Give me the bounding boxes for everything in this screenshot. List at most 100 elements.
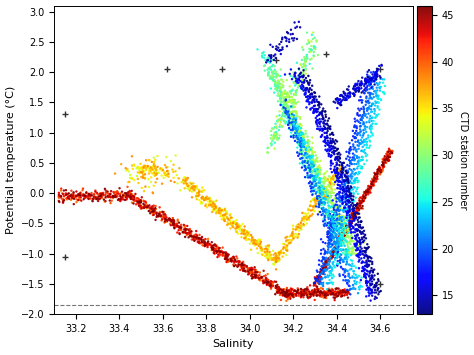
Point	[355, 255, 363, 260]
Point	[231, 220, 239, 225]
Point	[363, 258, 370, 263]
Point	[350, 218, 357, 223]
Point	[351, 135, 359, 140]
Point	[364, 73, 372, 79]
Point	[124, 192, 131, 198]
Point	[328, 208, 336, 214]
Point	[309, 83, 316, 88]
Point	[367, 275, 374, 281]
Point	[326, 124, 333, 130]
Point	[317, 176, 324, 182]
Point	[241, 268, 249, 273]
Point	[255, 238, 263, 244]
Point	[351, 92, 358, 98]
Point	[357, 157, 365, 163]
Point	[336, 230, 344, 236]
Point	[294, 114, 301, 119]
Point	[350, 239, 357, 244]
Point	[352, 203, 359, 208]
Point	[335, 221, 343, 226]
Point	[277, 47, 285, 53]
Point	[315, 204, 323, 210]
Point	[273, 257, 280, 263]
Point	[356, 252, 364, 258]
Point	[275, 135, 283, 141]
Point	[299, 86, 306, 92]
Point	[134, 195, 141, 201]
Point	[327, 241, 334, 246]
Point	[290, 291, 298, 297]
Point	[337, 168, 344, 174]
Point	[363, 259, 371, 265]
Point	[350, 285, 357, 290]
Point	[164, 171, 172, 176]
Point	[346, 221, 353, 226]
Point	[366, 281, 374, 286]
Point	[203, 242, 211, 248]
Point	[348, 234, 356, 240]
Point	[349, 198, 357, 203]
Point	[295, 76, 302, 82]
Point	[352, 236, 359, 241]
Point	[353, 241, 360, 246]
Point	[304, 295, 312, 301]
Point	[255, 243, 263, 249]
Point	[343, 177, 351, 183]
Point	[330, 249, 338, 255]
Point	[310, 45, 318, 51]
Point	[282, 110, 290, 116]
Point	[280, 97, 287, 102]
Point	[326, 256, 334, 261]
Point	[273, 255, 281, 261]
Point	[337, 242, 345, 248]
Point	[284, 92, 292, 98]
Point	[307, 95, 314, 100]
Point	[177, 225, 185, 231]
Point	[280, 291, 287, 296]
Point	[325, 234, 332, 240]
Point	[310, 30, 317, 36]
Point	[208, 245, 215, 250]
Point	[308, 153, 315, 159]
Point	[222, 250, 229, 255]
Point	[278, 37, 286, 42]
Point	[359, 206, 367, 211]
Point	[122, 194, 129, 200]
Point	[321, 221, 329, 226]
Point	[264, 252, 272, 258]
Point	[352, 281, 360, 287]
Point	[251, 269, 259, 275]
Point	[309, 173, 316, 179]
Point	[337, 100, 344, 106]
Point	[352, 176, 359, 181]
Point	[334, 218, 341, 223]
Point	[304, 291, 311, 297]
Point	[267, 136, 274, 141]
Point	[344, 223, 351, 228]
Point	[343, 174, 350, 180]
Point	[267, 57, 274, 62]
Point	[321, 134, 328, 140]
Point	[349, 197, 357, 202]
Point	[314, 197, 322, 202]
Point	[79, 186, 87, 191]
Point	[372, 72, 380, 78]
Point	[307, 48, 315, 53]
Point	[309, 162, 316, 168]
Point	[361, 248, 369, 254]
Point	[354, 246, 362, 251]
Point	[244, 237, 251, 242]
Point	[361, 195, 369, 201]
Point	[342, 247, 350, 252]
Point	[288, 233, 296, 239]
Point	[319, 195, 327, 201]
Point	[345, 223, 353, 229]
Point	[330, 259, 337, 265]
Point	[350, 198, 357, 204]
Point	[372, 91, 380, 96]
Point	[192, 234, 200, 240]
Point	[350, 157, 358, 163]
Point	[285, 118, 293, 123]
Point	[321, 185, 329, 190]
Point	[310, 195, 318, 201]
